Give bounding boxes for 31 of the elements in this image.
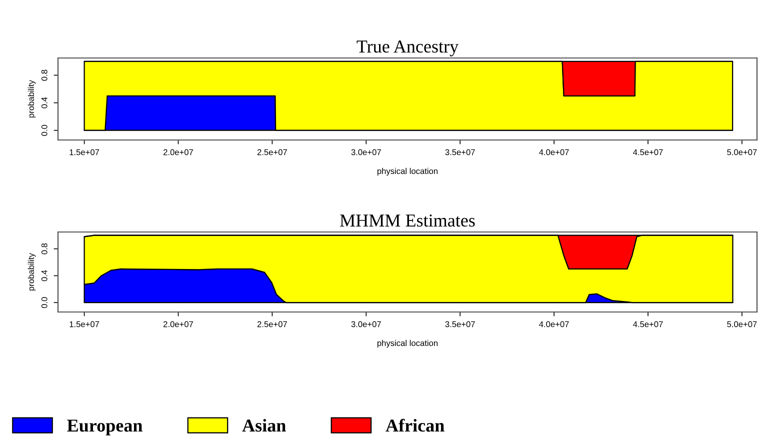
y-tick-label: 0.8 [41, 243, 48, 254]
x-tick-label: 2.5e+07 [257, 321, 287, 328]
x-tick-label: 5.0e+07 [727, 321, 757, 328]
chart-title: MHMM Estimates [340, 214, 475, 227]
y-tick-label: 0.0 [41, 297, 48, 308]
x-tick-label: 1.5e+07 [70, 149, 100, 156]
legend-label: Asian [242, 418, 286, 432]
x-axis-title: physical location [377, 168, 438, 176]
x-tick-label: 3.5e+07 [445, 149, 475, 156]
x-tick-label: 4.0e+07 [539, 149, 569, 156]
y-tick-label: 0.4 [41, 97, 48, 108]
x-tick-label: 2.0e+07 [164, 321, 194, 328]
x-tick-label: 4.0e+07 [539, 321, 569, 328]
x-tick-label: 4.5e+07 [633, 149, 663, 156]
x-tick-label: 2.0e+07 [164, 149, 194, 156]
x-tick-label: 3.5e+07 [445, 321, 475, 328]
x-tick-label: 4.5e+07 [633, 321, 663, 328]
legend-label: European [67, 420, 142, 436]
y-tick-label: 0.4 [41, 270, 48, 282]
x-axis-title: physical location [377, 340, 438, 348]
x-tick-label: 5.0e+07 [727, 149, 757, 156]
y-axis-title: probability [28, 253, 36, 290]
x-tick-label: 1.5e+07 [70, 321, 100, 328]
y-tick-label: 0.8 [41, 70, 48, 81]
x-tick-label: 2.5e+07 [257, 149, 287, 156]
y-axis-title: probability [28, 80, 36, 118]
x-tick-label: 3.0e+07 [351, 321, 381, 328]
legend-label: African [386, 418, 444, 432]
x-tick-label: 3.0e+07 [351, 149, 381, 156]
chart-title: True Ancestry [356, 40, 459, 56]
y-tick-label: 0.0 [41, 124, 48, 136]
